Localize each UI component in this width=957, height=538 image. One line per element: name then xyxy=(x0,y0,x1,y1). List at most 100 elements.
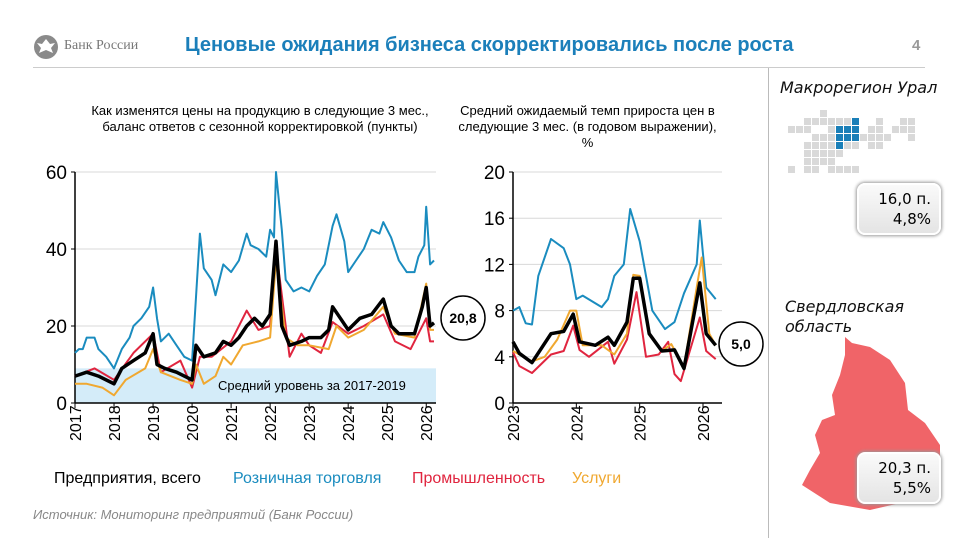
left-ytick-label: 60 xyxy=(46,163,67,184)
map-cell xyxy=(900,118,907,125)
map-cell xyxy=(804,118,811,125)
left-callout-value: 20,8 xyxy=(449,310,476,326)
map-cell xyxy=(812,150,819,157)
map-cell xyxy=(828,142,835,149)
source-note: Источник: Мониторинг предприятий (Банк Р… xyxy=(33,507,354,522)
map-cell xyxy=(900,126,907,133)
map-cell xyxy=(812,134,819,141)
oblast-label: Свердловская область xyxy=(785,297,904,336)
left-ytick-label: 20 xyxy=(46,317,67,338)
map-cell-ural xyxy=(836,126,843,133)
map-cell xyxy=(844,166,851,173)
left-xtick-label: 2018 xyxy=(107,405,124,441)
right-series-retail xyxy=(512,208,717,331)
right-ytick-label: 0 xyxy=(494,394,505,415)
russia-grid-map-icon xyxy=(788,110,915,173)
map-cell xyxy=(796,126,803,133)
map-cell xyxy=(820,110,827,117)
map-cell xyxy=(820,118,827,125)
left-ytick-label: 0 xyxy=(56,394,67,415)
map-cell xyxy=(876,134,883,141)
map-cell-ural xyxy=(852,134,859,141)
right-series-services xyxy=(512,256,717,369)
right-callout-circle xyxy=(718,321,764,367)
oblast-box: 20,3 п. 5,5% xyxy=(857,452,941,504)
map-cell xyxy=(908,134,915,141)
bank-logo-text: Банк России xyxy=(64,38,139,53)
map-cell-ural xyxy=(852,118,859,125)
legend-services: Услуги xyxy=(572,470,622,487)
map-cell xyxy=(876,126,883,133)
right-ytick-label: 16 xyxy=(484,209,505,230)
map-cell xyxy=(788,126,795,133)
map-cell xyxy=(820,150,827,157)
map-cell xyxy=(820,158,827,165)
map-cell xyxy=(812,158,819,165)
map-cell xyxy=(828,158,835,165)
right-series-industry xyxy=(512,291,717,383)
left-xtick-label: 2025 xyxy=(380,405,397,441)
map-cell-ural xyxy=(836,142,843,149)
map-cell xyxy=(788,166,795,173)
map-cell-ural xyxy=(844,134,851,141)
panel-divider xyxy=(768,68,769,538)
map-cell xyxy=(852,166,859,173)
left-callout-circle xyxy=(440,295,486,341)
right-callout-value: 5,0 xyxy=(731,336,751,352)
map-cell xyxy=(828,134,835,141)
map-cell xyxy=(868,142,875,149)
legend-industry: Промышленность xyxy=(412,470,546,487)
map-cell xyxy=(804,142,811,149)
map-cell xyxy=(892,126,899,133)
left-series-services xyxy=(75,259,434,397)
page-title: Ценовые ожидания бизнеса скорректировали… xyxy=(185,34,794,56)
right-xtick-label: 2026 xyxy=(696,405,713,441)
left-ytick-label: 40 xyxy=(46,240,67,261)
map-cell xyxy=(812,166,819,173)
right-ytick-label: 8 xyxy=(494,302,505,323)
right-ytick-label: 20 xyxy=(484,163,505,184)
map-cell xyxy=(884,134,891,141)
map-cell xyxy=(804,126,811,133)
map-cell xyxy=(828,126,835,133)
right-xtick-label: 2025 xyxy=(633,405,650,441)
macro-points: 16,0 п. xyxy=(878,190,931,208)
macro-region-box: 16,0 п. 4,8% xyxy=(857,183,941,235)
map-cell xyxy=(812,142,819,149)
map-cell xyxy=(804,158,811,165)
left-xtick-label: 2021 xyxy=(224,405,241,441)
bank-eagle-logo-icon xyxy=(34,35,58,59)
right-series-total xyxy=(511,276,718,371)
header-divider xyxy=(33,67,925,68)
left-xtick-label: 2017 xyxy=(68,405,85,441)
map-cell xyxy=(876,118,883,125)
left-series-retail xyxy=(74,171,435,370)
chart-left-title: Как изменятся цены на продукцию в следую… xyxy=(91,103,429,134)
map-cell xyxy=(836,166,843,173)
map-cell xyxy=(868,134,875,141)
map-cell xyxy=(860,134,867,141)
map-cell-ural xyxy=(836,134,843,141)
baseline-band-label: Средний уровень за 2017-2019 xyxy=(218,378,406,393)
map-cell xyxy=(828,166,835,173)
map-cell xyxy=(812,118,819,125)
map-cell-ural xyxy=(852,126,859,133)
map-cell xyxy=(844,142,851,149)
macro-percent: 4,8% xyxy=(892,210,931,228)
oblast-points: 20,3 п. xyxy=(878,459,931,477)
map-cell xyxy=(908,118,915,125)
map-cell xyxy=(876,142,883,149)
chart-right-title: Средний ожидаемый темп прироста цен в сл… xyxy=(458,103,717,150)
right-xtick-label: 2024 xyxy=(569,405,586,441)
map-cell xyxy=(844,118,851,125)
map-cell xyxy=(828,118,835,125)
map-cell xyxy=(820,134,827,141)
left-series-total xyxy=(74,239,436,386)
left-xtick-label: 2022 xyxy=(263,405,280,441)
page-number: 4 xyxy=(912,37,921,54)
map-cell xyxy=(868,126,875,133)
map-cell xyxy=(828,150,835,157)
map-cell xyxy=(820,142,827,149)
map-cell xyxy=(908,126,915,133)
left-xtick-label: 2024 xyxy=(341,405,358,441)
